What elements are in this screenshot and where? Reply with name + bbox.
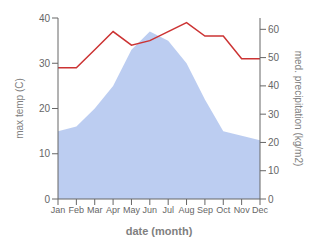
svg-text:50: 50 <box>268 52 280 63</box>
svg-text:10: 10 <box>39 148 51 159</box>
svg-text:Mar: Mar <box>87 205 103 215</box>
svg-text:40: 40 <box>268 80 280 91</box>
svg-text:max temp (C): max temp (C) <box>14 78 25 139</box>
svg-text:Nov: Nov <box>234 205 251 215</box>
svg-text:Feb: Feb <box>69 205 85 215</box>
svg-text:date (month): date (month) <box>126 225 193 237</box>
svg-text:Apr: Apr <box>106 205 120 215</box>
svg-text:Aug: Aug <box>179 205 195 215</box>
svg-text:20: 20 <box>268 137 280 148</box>
svg-text:Jan: Jan <box>51 205 66 215</box>
svg-text:Oct: Oct <box>216 205 231 215</box>
svg-text:Dec: Dec <box>252 205 269 215</box>
svg-text:0: 0 <box>44 194 50 205</box>
svg-text:Jun: Jun <box>143 205 158 215</box>
svg-text:40: 40 <box>39 13 51 24</box>
svg-text:med. precipitation (kg/m2): med. precipitation (kg/m2) <box>293 51 304 167</box>
svg-text:Sep: Sep <box>197 205 213 215</box>
svg-text:30: 30 <box>268 109 280 120</box>
svg-text:0: 0 <box>268 194 274 205</box>
svg-text:30: 30 <box>39 58 51 69</box>
svg-text:May: May <box>123 205 141 215</box>
svg-text:Jul: Jul <box>162 205 174 215</box>
svg-text:60: 60 <box>268 24 280 35</box>
svg-text:10: 10 <box>268 165 280 176</box>
svg-text:20: 20 <box>39 103 51 114</box>
